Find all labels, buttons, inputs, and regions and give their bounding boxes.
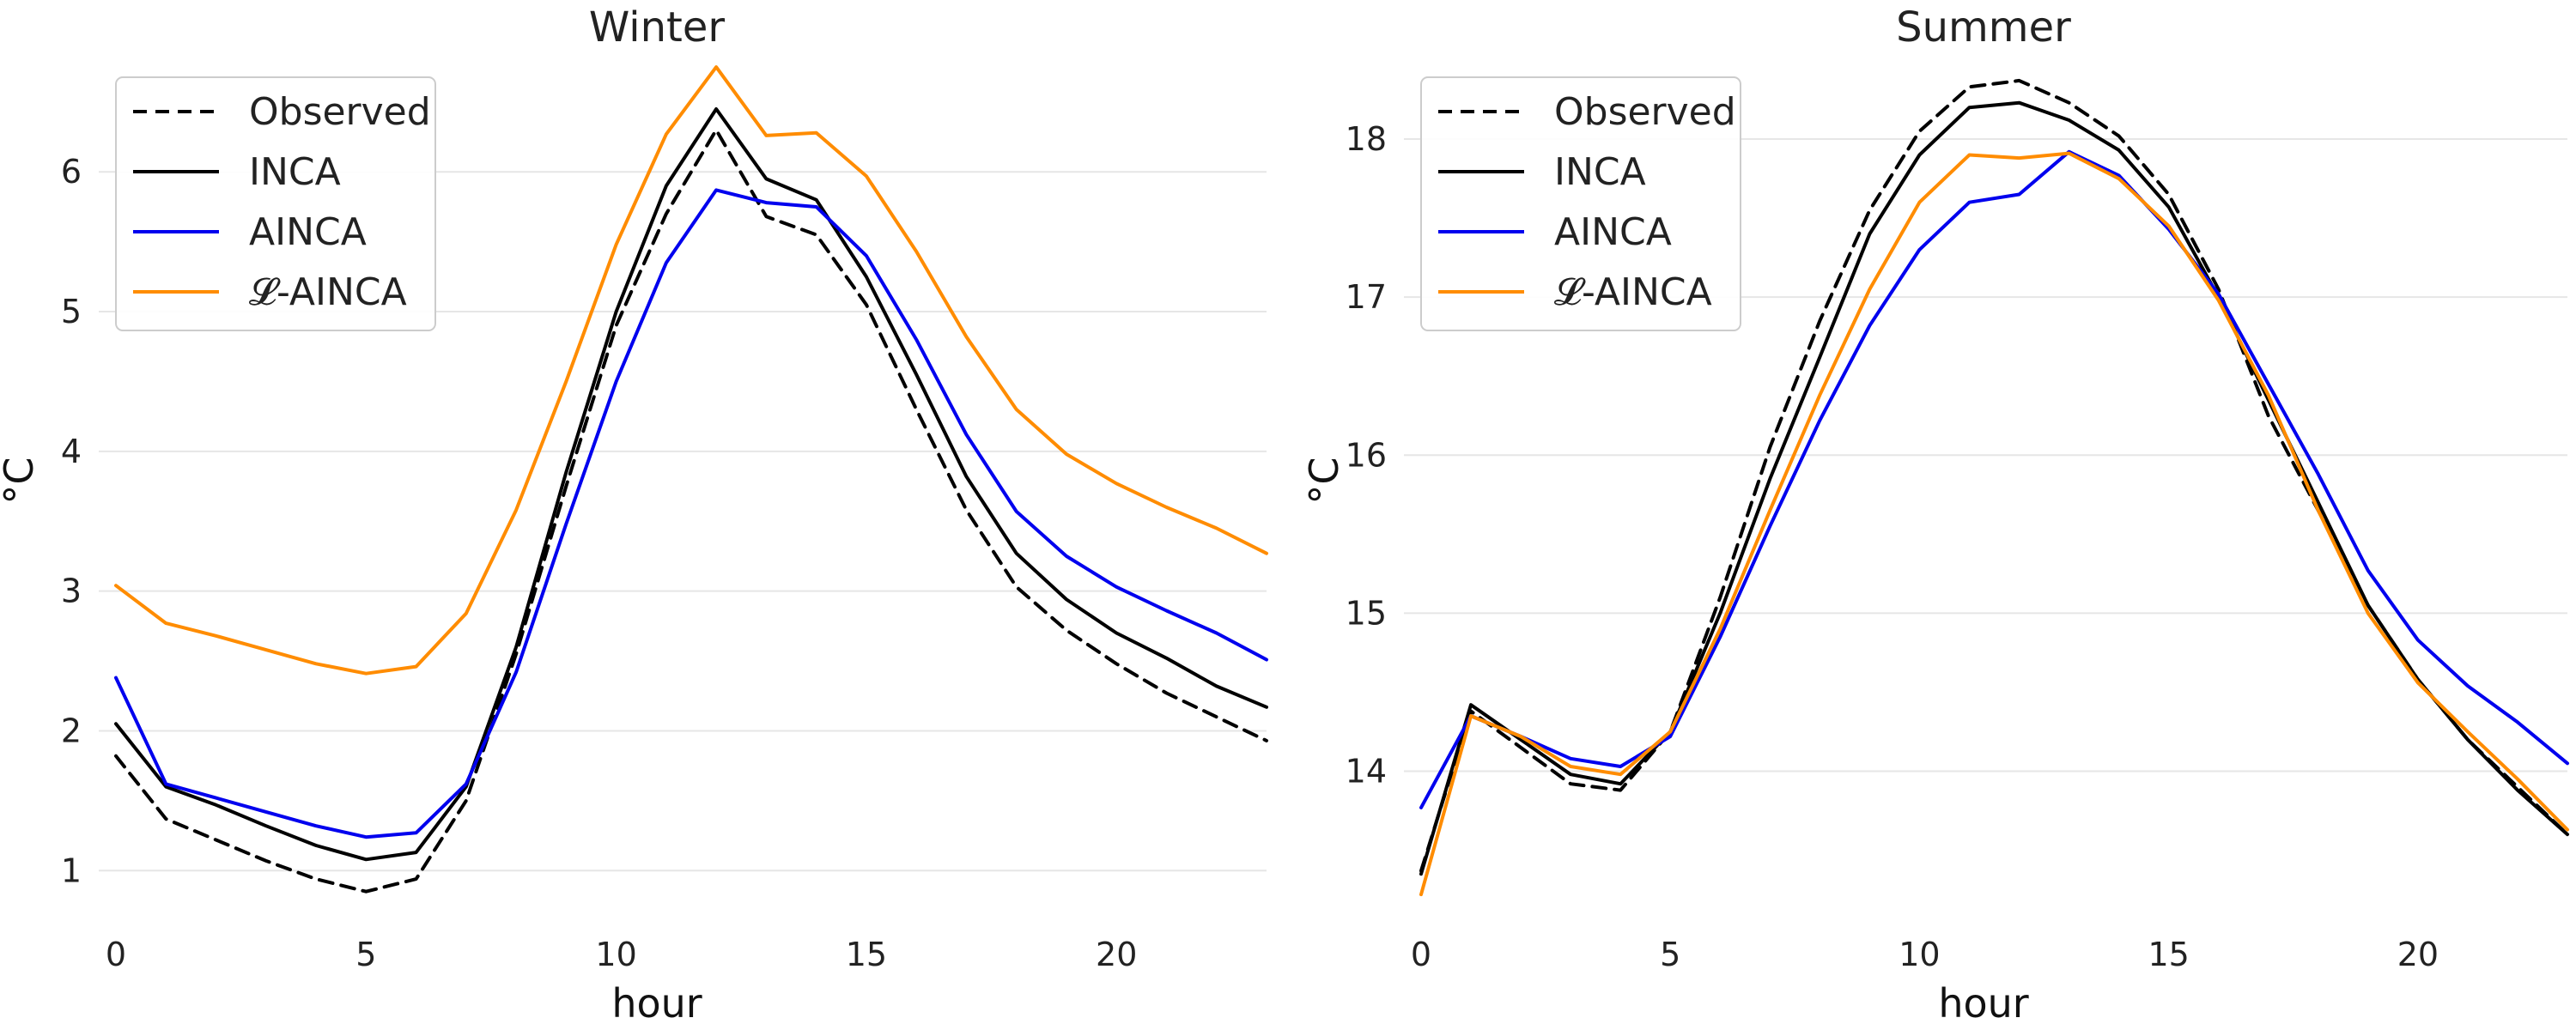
legend-label: INCA <box>249 150 341 194</box>
x-tick-label: 15 <box>846 936 887 973</box>
y-tick-label: 16 <box>1346 436 1387 474</box>
series-line-ainca <box>114 65 1268 676</box>
legend-box <box>115 76 436 331</box>
legend-label: AINCA <box>249 210 367 254</box>
legend-label: Observed <box>249 90 431 134</box>
y-tick-label: 14 <box>1346 753 1387 791</box>
y-tick-label: 6 <box>61 153 82 191</box>
chart-title: Winter <box>589 3 726 52</box>
legend: Observed INCA AINCA 𝓛-AINCA <box>1420 76 1741 331</box>
x-axis-label: hour <box>1938 980 2028 1027</box>
x-tick-label: 0 <box>106 936 126 973</box>
y-tick-label: 15 <box>1346 594 1387 632</box>
legend: Observed INCA AINCA 𝓛-AINCA <box>115 76 436 331</box>
chart-title: Summer <box>1896 3 2071 52</box>
series-line-inca <box>1419 100 2569 876</box>
y-axis-label: °C <box>0 457 42 504</box>
legend-label: INCA <box>1554 150 1646 194</box>
chart-panel-summer: 14 15 16 17 18 0 5 10 15 20 Summer hour °C Observed IN… <box>1301 3 2569 1027</box>
legend-label: Observed <box>1554 90 1736 134</box>
x-axis-label: hour <box>611 980 702 1027</box>
x-tick-label: 20 <box>1096 936 1137 973</box>
x-tick-label: 0 <box>1411 936 1431 973</box>
y-tick-label: 3 <box>61 573 82 610</box>
y-tick-label: 17 <box>1346 278 1387 316</box>
y-tick-label: 4 <box>61 433 82 470</box>
x-tick-label: 20 <box>2397 936 2439 973</box>
legend-label: AINCA <box>1554 210 1672 254</box>
x-tick-label: 5 <box>1660 936 1680 973</box>
y-tick-label: 2 <box>61 712 82 749</box>
x-tick-label: 10 <box>595 936 636 973</box>
legend-label: 𝓛-AINCA <box>249 270 407 314</box>
legend-box <box>1420 76 1741 331</box>
series-line-observed <box>114 128 1268 894</box>
x-tick-label: 10 <box>1899 936 1940 973</box>
chart-panel-winter: 1 2 3 4 5 6 0 5 10 15 20 Winter hour °C Observed INCA AI… <box>0 3 1268 1027</box>
series-line-ainca <box>1419 151 2569 897</box>
y-tick-label: 5 <box>61 293 82 330</box>
series-line-ainca <box>1419 149 2569 809</box>
y-tick-label: 1 <box>61 851 82 889</box>
y-axis-label: °C <box>1301 457 1347 504</box>
series-line-inca <box>114 107 1268 862</box>
y-tick-label: 18 <box>1346 120 1387 158</box>
series-line-ainca <box>114 188 1268 839</box>
series-line-observed <box>1419 78 2569 873</box>
legend-label: 𝓛-AINCA <box>1554 270 1712 314</box>
x-tick-label: 5 <box>355 936 376 973</box>
x-tick-label: 15 <box>2148 936 2189 973</box>
